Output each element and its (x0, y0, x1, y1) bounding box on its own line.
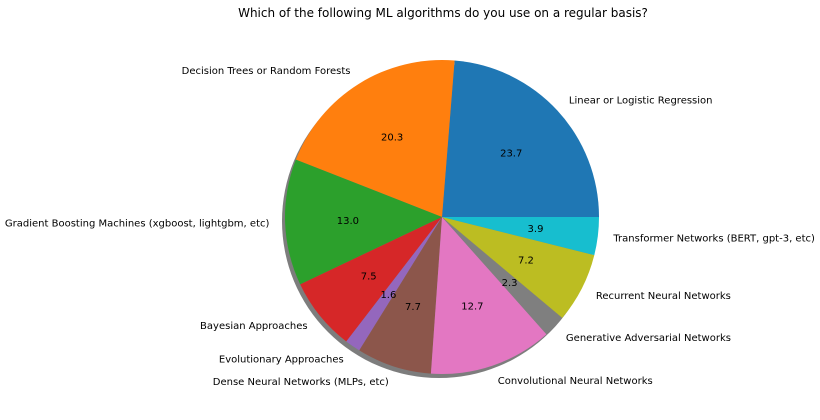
slice-label-linear-or-logistic-regression: Linear or Logistic Regression (569, 95, 713, 106)
pie-slice-dense-neural-networks-mlps-etc (359, 217, 442, 374)
pie-slice-evolutionary-approaches (346, 217, 442, 351)
slice-value-labels: 23.7 20.3 13.0 7.51.6 7.7 12.7 2.3 7.2 3.9 (337, 133, 544, 314)
slice-label-evolutionary-approaches: Evolutionary Approaches (219, 355, 344, 366)
slice-label-recurrent-neural-networks: Recurrent Neural Networks (596, 291, 731, 302)
chart-title: Which of the following ML algorithms do … (238, 6, 648, 20)
pie-slice-bayesian-approaches (300, 217, 442, 342)
slice-label-dense-neural-networks-mlps-etc: Dense Neural Networks (MLPs, etc) (213, 377, 389, 388)
slice-label-generative-adversarial-networks: Generative Adversarial Networks (566, 333, 731, 344)
slice-label-gradient-boosting-machines-xgboost-lightgbm-etc: Gradient Boosting Machines (xgboost, lig… (5, 218, 270, 229)
slice-value-gradient-boosting-machines-xgboost-lightgbm-etc: 13.0 (337, 216, 359, 227)
slice-label-bayesian-approaches: Bayesian Approaches (200, 321, 308, 332)
pie-slice-transformer-networks-bert-gpt-3-etc (442, 217, 599, 256)
slice-value-linear-or-logistic-regression: 23.7 (500, 149, 522, 160)
slice-value-transformer-networks-bert-gpt-3-etc: 3.9 (528, 224, 544, 235)
slice-label-decision-trees-or-random-forests: Decision Trees or Random Forests (182, 66, 351, 77)
slice-value-dense-neural-networks-mlps-etc: 7.7 (405, 302, 421, 313)
slice-value-convolutional-neural-networks: 12.7 (461, 302, 483, 313)
pie-slice-linear-or-logistic-regression (442, 60, 599, 217)
slice-value-bayesian-approaches: 7.5 (361, 272, 377, 283)
slice-category-labels: Linear or Logistic Regression Decision Tr… (5, 66, 815, 388)
pie-slices (285, 59, 599, 374)
pie-slice-decision-trees-or-random-forests (295, 59, 455, 217)
slice-value-decision-trees-or-random-forests: 20.3 (381, 133, 403, 144)
pie-slice-gradient-boosting-machines-xgboost-lightgbm-etc (285, 159, 442, 285)
pie-slice-recurrent-neural-networks (442, 217, 595, 318)
pie-slice-generative-adversarial-networks (442, 217, 563, 335)
slice-value-generative-adversarial-networks: 2.3 (502, 278, 518, 289)
pie-slice-convolutional-neural-networks (430, 217, 547, 374)
slice-label-transformer-networks-bert-gpt-3-etc: Transformer Networks (BERT, gpt-3, etc) (612, 234, 815, 245)
slice-value-recurrent-neural-networks: 7.2 (518, 255, 534, 266)
slice-value-evolutionary-approaches: 1.6 (380, 290, 396, 301)
slice-label-convolutional-neural-networks: Convolutional Neural Networks (498, 376, 653, 387)
